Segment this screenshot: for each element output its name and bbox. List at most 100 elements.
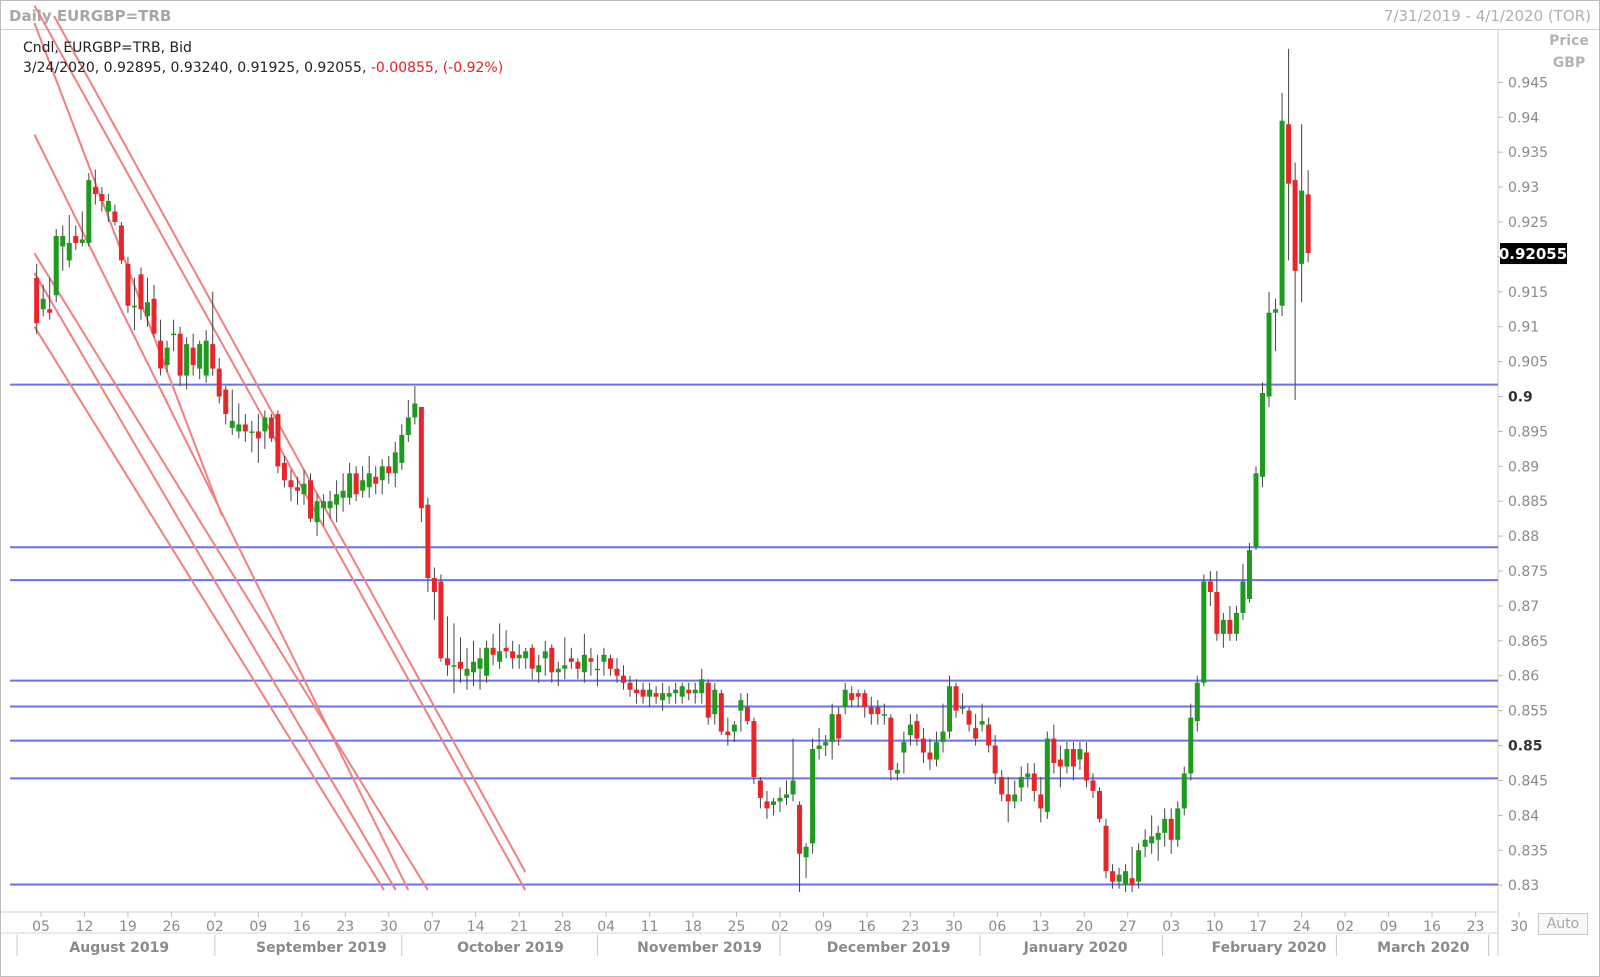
candle-body	[1129, 878, 1135, 886]
currency-label: GBP	[1552, 55, 1586, 71]
candle-body	[940, 731, 946, 743]
y-tick-label: 0.88	[1508, 529, 1539, 545]
candle	[692, 682, 698, 704]
candle	[236, 403, 242, 439]
candle-body	[431, 578, 437, 592]
candle	[751, 717, 757, 784]
date-range: 7/31/2019 - 4/1/2020 (TOR)	[1383, 7, 1591, 25]
candle-body	[686, 689, 692, 694]
candle	[920, 728, 926, 764]
candle-body	[444, 658, 450, 666]
candle	[1240, 564, 1246, 620]
candle-body	[1305, 194, 1311, 254]
candle	[86, 173, 92, 247]
x-tick-label: 07	[423, 919, 441, 935]
candle-body	[131, 305, 137, 308]
candle	[321, 494, 327, 526]
candle-body	[1260, 393, 1266, 477]
month-label: December 2019	[827, 940, 951, 956]
candle-body	[347, 473, 353, 498]
candle	[992, 735, 998, 784]
candle	[744, 693, 750, 725]
candle	[503, 630, 509, 659]
candle-body	[777, 797, 783, 802]
candle-body	[405, 417, 411, 435]
candle-body	[145, 302, 151, 317]
candle-body	[360, 480, 366, 491]
candle-body	[712, 689, 718, 715]
month-label: September 2019	[256, 940, 387, 956]
candle-body	[340, 490, 346, 498]
channel-line	[33, 326, 385, 891]
candle	[764, 790, 770, 819]
candle	[412, 386, 418, 425]
auto-scale-button[interactable]: Auto	[1538, 913, 1588, 935]
legend-line-1: Cndl, EURGBP=TRB, Bid	[23, 40, 192, 56]
candle	[1220, 612, 1226, 648]
x-tick-label: 16	[1423, 919, 1441, 935]
price-axis-header: Price GBP	[1541, 30, 1597, 74]
candle	[614, 658, 620, 683]
candle	[731, 721, 737, 743]
candle-body	[555, 668, 561, 673]
candle-body	[640, 689, 646, 697]
candle-body	[1038, 794, 1044, 809]
candle	[418, 406, 424, 523]
x-tick-label: 23	[336, 919, 354, 935]
candle	[1025, 763, 1031, 788]
candle-body	[1051, 738, 1057, 764]
candle	[1057, 745, 1063, 788]
candle-body	[666, 693, 672, 697]
candle-body	[294, 487, 300, 491]
candle-body	[901, 742, 907, 753]
candle	[1149, 815, 1155, 854]
legend-change: -0.00855, (-0.92%)	[366, 60, 504, 76]
candle-body	[894, 769, 900, 774]
candle	[588, 647, 594, 676]
candle-body	[457, 661, 463, 669]
candle	[1077, 742, 1083, 770]
candle	[471, 640, 477, 687]
candle	[1214, 571, 1220, 641]
candle	[823, 735, 829, 757]
y-tick-label: 0.93	[1508, 180, 1539, 196]
x-tick-label: 06	[988, 919, 1006, 935]
candle-body	[1090, 780, 1096, 791]
candle-body	[1096, 790, 1102, 819]
candle-body	[705, 682, 711, 718]
x-tick-label: 12	[76, 919, 94, 935]
candle-body	[158, 340, 164, 369]
y-tick-label: 0.855	[1508, 704, 1548, 720]
candle-body	[1031, 773, 1037, 791]
y-tick-label: 0.925	[1508, 215, 1548, 231]
candle	[901, 731, 907, 774]
candle-body	[862, 693, 868, 708]
candle-body	[66, 242, 72, 261]
candle-body	[503, 647, 509, 652]
month-label: October 2019	[457, 940, 564, 956]
candle	[510, 640, 516, 669]
candle	[705, 679, 711, 725]
candle	[829, 703, 835, 760]
candle-body	[1044, 738, 1050, 812]
candle-body	[542, 651, 548, 659]
candle-body	[751, 721, 757, 777]
candle-body	[536, 665, 542, 673]
candle-body	[510, 651, 516, 659]
month-label: August 2019	[69, 940, 169, 956]
candle-body	[614, 668, 620, 676]
y-tick-label: 0.85	[1508, 739, 1543, 755]
candle-body	[60, 235, 66, 247]
candle-body	[1253, 473, 1259, 547]
candle-body	[1012, 794, 1018, 802]
candle-body	[1136, 850, 1142, 882]
candle-body	[308, 480, 314, 519]
candle	[1110, 864, 1116, 889]
candle	[1227, 605, 1233, 641]
axes: 0.83 0.835 0.84 0.845 0.85 0.855 0.86 0.865 0.87…	[16, 75, 1567, 956]
candle-body	[1116, 874, 1122, 882]
candle	[855, 689, 861, 708]
candle	[1286, 48, 1292, 261]
